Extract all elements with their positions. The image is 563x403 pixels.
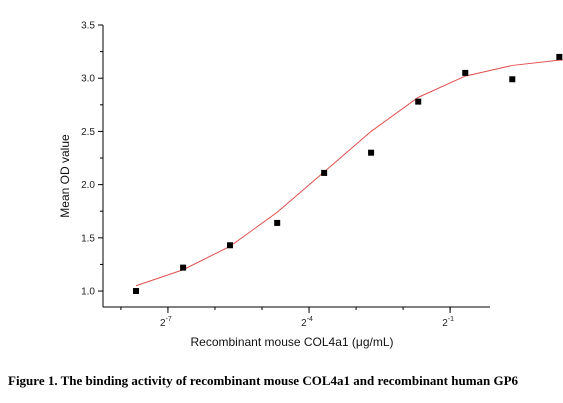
axes: [102, 25, 490, 308]
data-point-4: [321, 169, 328, 176]
data-point-1: [180, 264, 187, 271]
y-ticks: 1.0 1.5 2.0 2.5 3.0 3.5: [81, 21, 103, 298]
x-tick-label-2: 2-1: [442, 316, 454, 329]
figure-caption: Figure 1. The binding activity of recomb…: [8, 373, 519, 388]
x-tick-label-0: 2-7: [160, 316, 172, 329]
y-tick-label-1: 1.5: [81, 233, 95, 244]
y-tick-label-5: 3.5: [81, 21, 95, 32]
x-ticks: 2-7 2-4 2-1: [120, 307, 454, 329]
y-tick-label-3: 2.5: [81, 127, 95, 138]
fit-line: [135, 59, 563, 287]
data-point-7: [462, 69, 469, 76]
data-point-5: [368, 149, 375, 156]
x-axis-title: Recombinant mouse COL4a1 (μg/mL): [190, 335, 393, 349]
data-points: [133, 53, 563, 295]
data-point-3: [274, 219, 281, 226]
data-point-9: [556, 53, 563, 60]
y-tick-label-0: 1.0: [81, 287, 95, 298]
data-point-8: [509, 76, 516, 83]
y-tick-label-4: 3.0: [81, 74, 95, 85]
data-point-2: [227, 242, 234, 249]
y-axis-title: Mean OD value: [58, 134, 72, 218]
data-point-0: [133, 288, 140, 295]
x-tick-label-1: 2-4: [301, 316, 313, 329]
data-point-6: [415, 98, 422, 105]
y-tick-label-2: 2.0: [81, 180, 95, 191]
